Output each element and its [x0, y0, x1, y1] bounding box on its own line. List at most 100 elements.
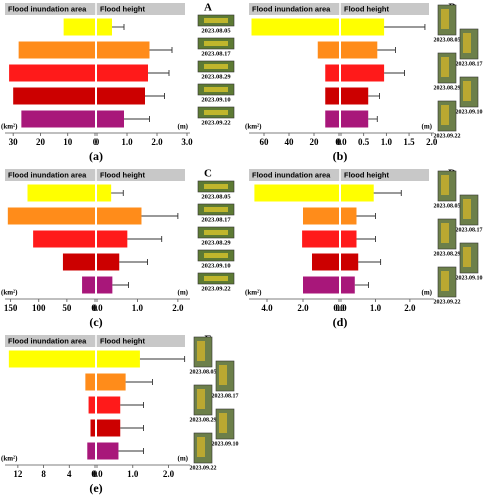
- area-bar: [303, 207, 339, 225]
- x-tick-label: 0: [93, 137, 98, 147]
- thumbnail-date: 2023.09.22: [190, 465, 217, 471]
- error-bar: [111, 190, 124, 196]
- thumbnail-date: 2023.09.10: [456, 109, 483, 115]
- x-tick-label: 150: [4, 303, 18, 313]
- thumbnail-flood: [441, 223, 449, 243]
- x-tick-label: 2.0: [172, 303, 184, 313]
- header-left: Flood inundation area: [8, 336, 87, 345]
- height-unit: (m): [178, 289, 189, 297]
- thumbnail-date: 2023.09.10: [456, 275, 483, 281]
- thumbnail-date: 2023.08.05: [201, 193, 231, 200]
- thumbnail-flood: [204, 184, 228, 189]
- thumbnail-flood: [197, 389, 205, 409]
- thumbnail-date: 2023.08.17: [201, 216, 231, 223]
- area-bar: [312, 253, 339, 271]
- x-tick-label: 20: [310, 137, 320, 147]
- height-bar: [97, 207, 142, 225]
- height-bar: [341, 207, 357, 225]
- panel-letter: C: [204, 168, 212, 180]
- height-bar: [97, 184, 112, 202]
- x-tick-label: 0: [93, 303, 98, 313]
- thumbnail-flood: [204, 110, 228, 115]
- thumbnail-date: 2023.08.29: [201, 239, 231, 246]
- x-tick-label: 0: [93, 469, 98, 479]
- area-bar: [21, 110, 96, 128]
- height-bar: [97, 230, 128, 248]
- x-tick-label: 2.0: [426, 137, 438, 147]
- error-bar: [384, 24, 426, 30]
- header-right: Flood height: [100, 170, 145, 179]
- height-unit: (m): [178, 123, 189, 131]
- thumbnail-flood: [204, 41, 228, 46]
- height-bar: [341, 276, 355, 294]
- error-bar: [139, 356, 186, 362]
- area-bar: [88, 396, 95, 414]
- height-bar: [341, 87, 369, 105]
- x-tick-label: 0.5: [358, 137, 370, 147]
- header-bar: [5, 335, 185, 347]
- header-left: Flood inundation area: [8, 170, 87, 179]
- error-bar: [368, 93, 381, 99]
- area-unit: (km²): [1, 123, 18, 131]
- thumbnail-flood: [463, 81, 471, 101]
- thumbnail-flood: [204, 230, 228, 235]
- height-bar: [341, 110, 369, 128]
- thumbnail-flood: [197, 437, 205, 457]
- thumbnail-date: 2023.08.29: [201, 73, 231, 80]
- thumbnail-flood: [197, 341, 205, 361]
- panel-letter: A: [204, 2, 212, 14]
- height-bar: [97, 87, 145, 105]
- x-tick-label: 0.0: [91, 469, 103, 479]
- error-bar: [354, 282, 370, 288]
- x-tick-label: 1.0: [370, 303, 382, 313]
- area-bar: [27, 184, 95, 202]
- header-right: Flood height: [100, 336, 145, 345]
- thumbnail-date: 2023.09.10: [201, 96, 230, 103]
- thumbnail-date: 2023.08.29: [434, 85, 461, 91]
- area-bar: [325, 110, 339, 128]
- height-bar: [97, 64, 148, 82]
- area-bar: [85, 373, 95, 391]
- height-bar: [97, 350, 140, 368]
- panel-label: (b): [333, 149, 348, 163]
- thumbnail-flood: [204, 253, 228, 258]
- area-bar: [303, 276, 339, 294]
- thumbnail-flood: [441, 57, 449, 77]
- area-bar: [9, 64, 95, 82]
- x-tick-label: 60: [260, 137, 270, 147]
- header-right: Flood height: [344, 170, 389, 179]
- error-bar: [368, 116, 378, 122]
- height-bar: [97, 253, 120, 271]
- area-bar: [325, 87, 339, 105]
- height-bar: [341, 64, 385, 82]
- area-bar: [82, 276, 95, 294]
- x-tick-label: 30: [9, 137, 19, 147]
- error-bar: [148, 70, 170, 76]
- area-bar: [13, 87, 96, 105]
- area-bar: [63, 18, 95, 36]
- header-left: Flood inundation area: [8, 4, 87, 13]
- thumbnail-flood: [441, 9, 449, 29]
- height-bar: [97, 396, 121, 414]
- error-bar: [127, 236, 163, 242]
- header-bar: [249, 3, 429, 15]
- thumbnail-flood: [441, 271, 449, 291]
- thumbnail-date: 2023.09.22: [434, 133, 461, 139]
- error-bar: [149, 47, 173, 53]
- area-unit: (km²): [245, 123, 262, 131]
- error-bar: [145, 93, 165, 99]
- thumbnail-flood: [441, 105, 449, 125]
- thumbnail-date: 2023.09.10: [201, 262, 230, 269]
- thumbnail-date: 2023.09.22: [434, 299, 461, 305]
- height-bar: [97, 373, 126, 391]
- height-bar: [97, 41, 150, 59]
- x-tick-label: 40: [285, 137, 295, 147]
- error-bar: [119, 259, 148, 265]
- panel-label: (a): [89, 149, 103, 163]
- error-bar: [124, 116, 150, 122]
- height-bar: [97, 419, 121, 437]
- error-bar: [384, 70, 405, 76]
- x-tick-label: 0.0: [335, 137, 347, 147]
- x-tick-label: 2.0: [297, 303, 309, 313]
